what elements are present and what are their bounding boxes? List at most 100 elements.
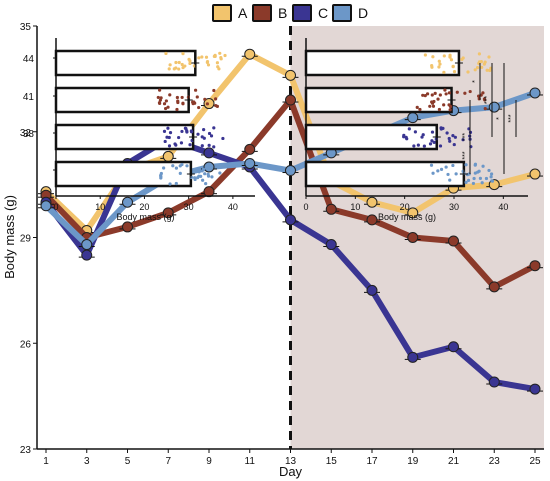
inset-dot-a: [181, 52, 185, 56]
inset-dot-d: [201, 167, 206, 171]
inset-dot-d: [209, 166, 213, 170]
inset-dot-a: [431, 55, 435, 59]
legend-item-c: C: [292, 3, 328, 23]
inset-dot-b: [447, 91, 451, 95]
inset-dot-c: [185, 130, 189, 134]
data-point-c: [81, 249, 93, 261]
inset-dot-d: [439, 167, 444, 171]
inset-dot-d: [490, 172, 494, 176]
inset-dot-c: [221, 136, 225, 141]
inset-dot-b: [176, 100, 180, 105]
inset-x-tick-label: 40: [228, 202, 238, 212]
data-point-d: [529, 87, 541, 99]
inset-dot-a: [442, 70, 446, 74]
data-point-a: [244, 48, 256, 60]
inset-dot-b: [156, 95, 160, 100]
inset-dot-b: [215, 104, 219, 108]
data-point-d: [40, 200, 52, 212]
inset-dot-a: [188, 59, 192, 63]
y-tick-label: 23: [20, 445, 32, 456]
inset-dot-b: [423, 94, 427, 98]
inset-dot-a: [437, 65, 441, 69]
x-tick-label: 21: [448, 456, 460, 467]
y-tick-label: 26: [20, 339, 32, 350]
inset-dot-a: [215, 61, 220, 65]
inset-dot-c: [422, 144, 426, 148]
inset-dot-b: [415, 105, 419, 109]
inset-x-axis-title: Body mass (g): [378, 212, 436, 222]
inset-dot-a: [423, 53, 427, 57]
data-point-a: [529, 168, 541, 180]
inset-dot-b: [444, 92, 448, 96]
inset-y-tick-label: 38: [23, 129, 35, 140]
inset-dot-a: [177, 60, 181, 65]
inset-dot-c: [212, 126, 216, 130]
inset-dot-d: [454, 172, 458, 176]
inset-dot-c: [174, 143, 178, 147]
data-point-b: [529, 260, 541, 272]
inset-x-tick-label: 20: [400, 202, 410, 212]
inset-dot-c: [447, 136, 451, 141]
inset-dot-c: [421, 133, 425, 137]
inset-dot-a: [174, 60, 178, 65]
inset-dot-c: [179, 141, 184, 145]
data-point-b: [244, 143, 256, 155]
inset-dot-a: [475, 66, 480, 70]
legend-swatch-b: [252, 4, 272, 22]
inset-dot-b: [442, 103, 446, 107]
inset-dot-d: [444, 165, 448, 169]
inset-dot-c: [404, 135, 408, 139]
inset-dot-a: [487, 55, 491, 59]
inset-dot-c: [413, 130, 417, 134]
x-tick-label: 15: [326, 456, 338, 467]
inset-dot-d: [168, 182, 172, 186]
inset-dot-b: [463, 91, 467, 95]
inset-dot-a: [223, 53, 227, 58]
inset-dot-b: [214, 97, 218, 101]
inset-dot-a: [168, 63, 172, 67]
data-point-b: [203, 186, 215, 198]
inset-dot-b: [430, 101, 435, 105]
x-axis-title: Day: [279, 464, 303, 479]
inset-dot-d: [206, 174, 211, 178]
inset-dot-d: [429, 163, 434, 167]
inset-dot-c: [162, 129, 167, 133]
inset-dot-d: [210, 175, 214, 179]
inset-bar-d: [304, 160, 466, 188]
inset-dot-a: [180, 62, 184, 67]
legend-swatch-c: [292, 4, 312, 22]
inset-x-tick-label: 0: [303, 202, 308, 212]
inset-dot-c: [461, 138, 465, 142]
sig-label: ***: [462, 133, 469, 141]
inset-dot-c: [163, 139, 167, 144]
data-point-b: [448, 235, 459, 247]
inset-dot-a: [213, 54, 217, 58]
data-point-b: [325, 203, 337, 215]
inset-dot-d: [490, 179, 495, 183]
inset-dot-d: [204, 182, 208, 186]
inset-dot-d: [174, 166, 179, 170]
inset-dot-d: [477, 169, 481, 173]
inset-dot-c: [407, 127, 411, 131]
legend-label-a: A: [238, 5, 248, 21]
inset-dot-b: [421, 93, 425, 97]
sig-label: ***: [462, 151, 469, 159]
inset-dot-c: [451, 134, 455, 138]
inset-dot-d: [489, 175, 493, 179]
inset-dot-a: [172, 67, 176, 71]
inset-dot-d: [478, 176, 483, 181]
inset-x-tick-label: 30: [184, 202, 194, 212]
inset-dot-a: [480, 65, 484, 69]
x-tick-label: 25: [529, 456, 541, 467]
inset-dot-a: [197, 56, 201, 60]
inset-dot-a: [437, 59, 441, 63]
inset-dot-b: [448, 104, 453, 109]
inset-dot-b: [438, 93, 442, 97]
inset-dot-c: [168, 130, 173, 135]
inset-dot-c: [188, 143, 192, 147]
data-point-d: [407, 112, 419, 124]
inset-dot-a: [466, 70, 470, 74]
inset-dot-d: [162, 166, 166, 170]
inset-dot-b: [430, 93, 434, 97]
inset-dot-d: [178, 171, 182, 175]
